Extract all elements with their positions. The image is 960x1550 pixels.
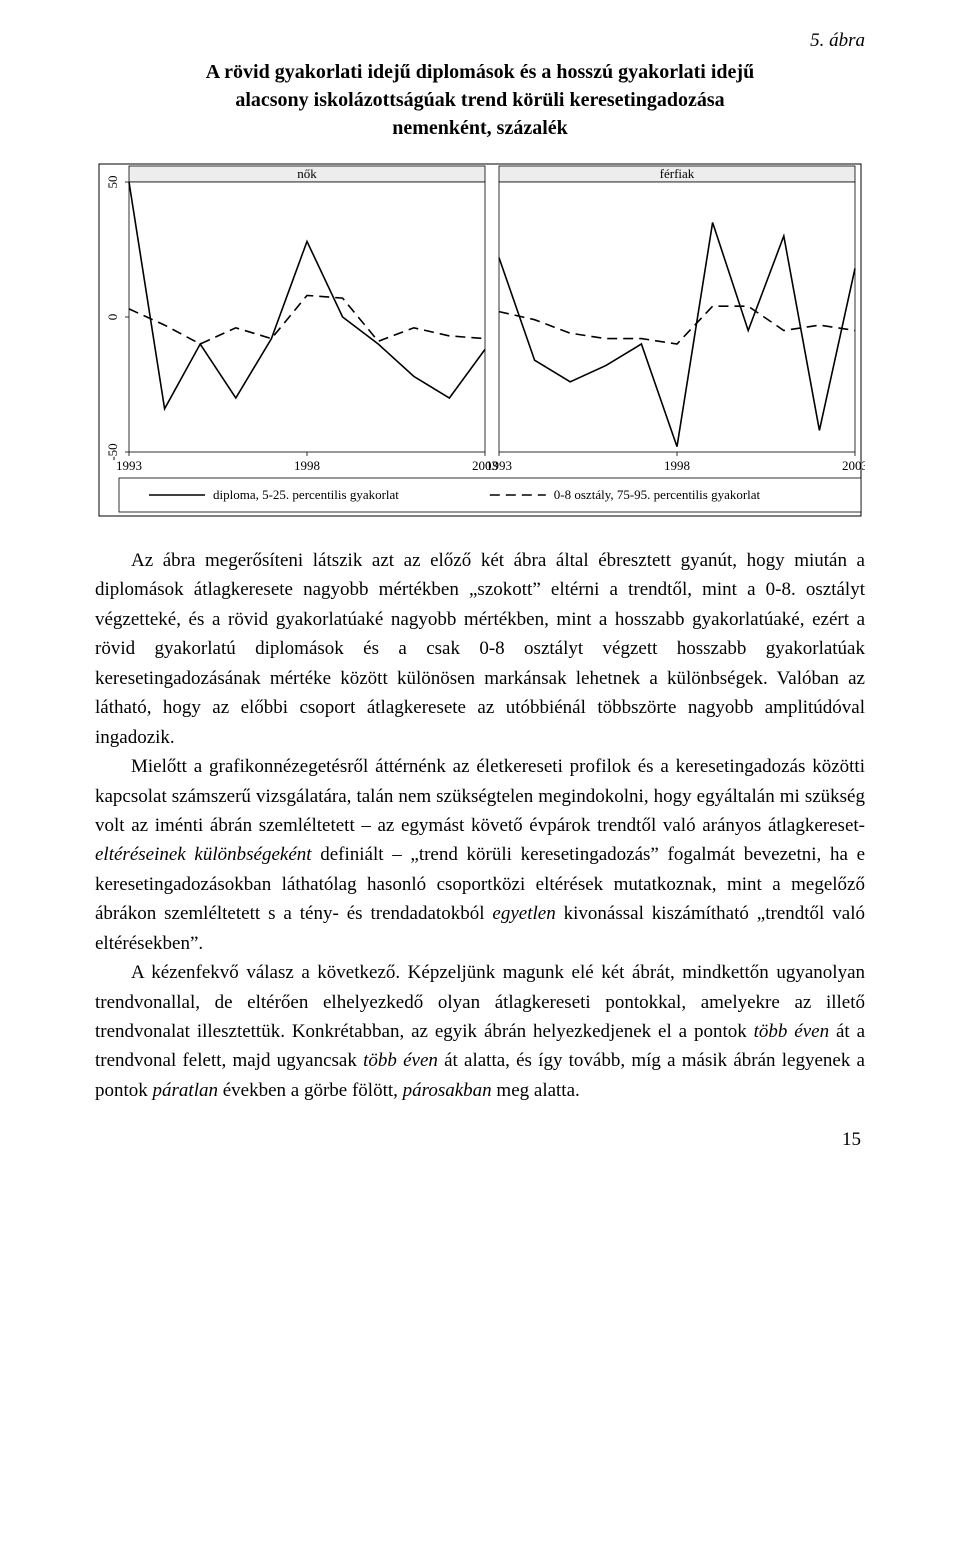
svg-text:1998: 1998 <box>294 458 320 473</box>
svg-text:nők: nők <box>297 166 317 181</box>
body-paragraph: Az ábra megerősíteni látszik azt az előz… <box>95 546 865 752</box>
svg-text:0: 0 <box>105 314 120 321</box>
svg-text:50: 50 <box>105 176 120 189</box>
svg-text:1998: 1998 <box>664 458 690 473</box>
svg-text:1993: 1993 <box>486 458 512 473</box>
chart-container: -50050nők199319982003férfiak199319982003… <box>95 160 865 520</box>
svg-text:férfiak: férfiak <box>660 166 695 181</box>
body-paragraph: A kézenfekvő válasz a következő. Képzelj… <box>95 958 865 1105</box>
line-chart: -50050nők199319982003férfiak199319982003… <box>95 160 865 520</box>
svg-text:1993: 1993 <box>116 458 142 473</box>
caption-line: A rövid gyakorlati idejű diplomások és a… <box>206 61 754 83</box>
caption-line: alacsony iskolázottságúak trend körüli k… <box>235 89 724 111</box>
svg-text:2003: 2003 <box>842 458 865 473</box>
figure-caption: A rövid gyakorlati idejű diplomások és a… <box>95 58 865 142</box>
page-number: 15 <box>95 1129 865 1151</box>
caption-line: nemenként, százalék <box>392 117 568 139</box>
body-paragraph: Mielőtt a grafikonnézegetésről áttérnénk… <box>95 752 865 958</box>
figure-number: 5. ábra <box>95 30 865 52</box>
svg-text:diploma, 5-25. percentilis gya: diploma, 5-25. percentilis gyakorlat <box>213 487 399 502</box>
svg-text:0-8 osztály, 75-95. percentili: 0-8 osztály, 75-95. percentilis gyakorla… <box>554 487 761 502</box>
